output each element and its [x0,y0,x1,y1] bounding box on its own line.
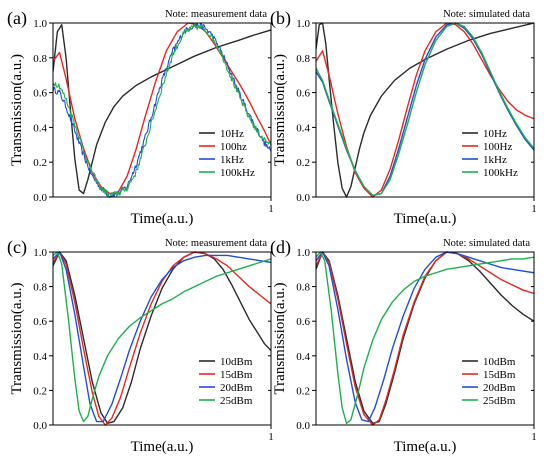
y-tick-label: 0.4 [33,351,47,363]
y-tick-label: 0.0 [33,192,47,204]
series-line-15dBm [53,251,271,426]
y-axis-label: Transmission(a.u.) [9,54,25,166]
note-text: Note: simulated data [443,9,530,20]
panel-label: (b) [270,8,291,29]
panel-b: 0.0 0.2 0.4 0.6 0.8 1.0 1 Time(a.u.) Transmissio… [270,8,537,227]
legend-label: 100kHz [220,167,255,179]
legend-label: 100hz [220,141,247,153]
panel-label: (c) [7,237,27,258]
y-tick-label: 0.0 [296,192,310,204]
y-axis-label: Transmission(a.u.) [9,283,25,395]
x-axis-label: Time(a.u.) [394,211,457,227]
legend-label: 10dBm [220,356,253,368]
series-line-20dBm [316,251,534,423]
x-axis-label: Time(a.u.) [131,211,194,227]
series-line-20dBm [53,251,271,423]
legend-label: 10Hz [220,128,244,140]
plot-frame [315,251,535,426]
legend-label: 1kHz [220,154,244,166]
y-tick-label: 0.2 [33,157,47,169]
legend-label: 20dBm [220,382,253,394]
y-axis-label: Transmission(a.u.) [272,283,288,395]
x-tick-label: 1 [531,431,537,443]
plot-frame [52,22,272,198]
legend-label: 10Hz [483,128,507,140]
series-line-100hz [53,22,271,195]
legend-label: 15dBm [220,369,253,381]
x-tick-label: 1 [531,203,537,215]
series-line-10dBm [53,251,271,424]
panel-a: 0.0 0.2 0.4 0.6 0.8 1.0 1 Time(a.u.) Transmissio… [7,8,274,227]
series-line-100kHz [316,22,534,196]
legend-label: 20dBm [483,382,516,394]
y-tick-label: 0.8 [33,282,47,294]
legend-label: 25dBm [220,395,253,407]
series-line-100kHz [53,23,271,197]
y-tick-label: 0.2 [33,385,47,397]
y-tick-label: 1.0 [33,18,47,30]
plot-frame [52,251,272,426]
panel-c: 0.0 0.2 0.4 0.6 0.8 1.0 1 Time(a.u.) Transmissio… [7,237,274,455]
series-group [53,22,271,198]
x-tick-label: 1 [268,203,274,215]
y-tick-label: 0.8 [33,53,47,65]
panel-label: (d) [270,237,291,258]
series-line-25dBm [53,251,271,423]
x-axis-label: Time(a.u.) [394,439,457,455]
plot-frame [315,22,535,198]
legend-label: 15dBm [483,369,516,381]
y-tick-label: 1.0 [296,247,310,259]
legend-label: 10dBm [483,356,516,368]
y-tick-label: 1.0 [33,247,47,259]
note-text: Note: measurement data [165,238,267,249]
y-tick-label: 0.0 [33,420,47,432]
y-tick-label: 0.6 [296,88,310,100]
series-line-1kHz [53,22,271,198]
series-line-15dBm [316,251,534,426]
series-group [316,22,534,198]
y-tick-label: 0.4 [296,351,310,363]
y-tick-label: 0.6 [33,88,47,100]
legend-label: 25dBm [483,395,516,407]
x-tick-label: 1 [268,431,274,443]
x-axis-label: Time(a.u.) [131,439,194,455]
series-group [316,251,534,426]
series-group [53,251,271,426]
legend-label: 1kHz [483,154,507,166]
y-tick-label: 0.4 [296,122,310,134]
panel-label: (a) [7,8,27,29]
series-line-25dBm [316,251,534,424]
y-tick-label: 0.2 [296,385,310,397]
y-tick-label: 0.0 [296,420,310,432]
note-text: Note: simulated data [443,238,530,249]
series-line-10Hz [53,24,271,195]
y-tick-label: 0.8 [296,282,310,294]
series-line-10Hz [316,22,534,198]
y-tick-label: 0.6 [33,316,47,328]
y-tick-label: 0.6 [296,316,310,328]
note-text: Note: measurement data [165,9,267,20]
y-tick-label: 0.8 [296,53,310,65]
y-tick-label: 0.4 [33,122,47,134]
legend-label: 100Hz [483,141,512,153]
y-tick-label: 1.0 [296,18,310,30]
series-line-10dBm [316,251,534,424]
y-axis-label: Transmission(a.u.) [272,54,288,166]
legend-label: 100kHz [483,167,518,179]
panel-d: 0.0 0.2 0.4 0.6 0.8 1.0 1 Time(a.u.) Transmissio… [270,237,537,455]
y-tick-label: 0.2 [296,157,310,169]
